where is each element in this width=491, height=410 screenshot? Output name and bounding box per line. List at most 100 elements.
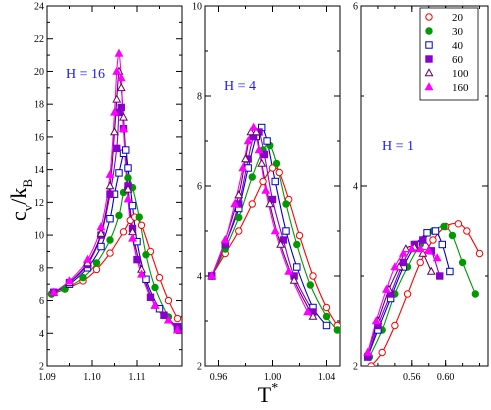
data-point-30 [322,312,331,321]
data-point-60 [133,255,141,264]
legend-item-100: 100 [424,68,469,80]
legend-item-30: 30 [425,26,464,38]
data-point-60 [160,311,168,319]
plot-frame [204,5,341,367]
data-point-20 [164,296,173,305]
x-tick-label: 1.00 [264,372,282,383]
legend-item-40: 40 [425,40,464,52]
data-point-20 [367,362,375,366]
y-tick-label: 2 [39,362,44,373]
data-point-30 [458,258,467,267]
data-point-60 [106,190,114,198]
data-point-40 [446,267,454,276]
data-point-60 [419,236,427,244]
legend: 20 30 40 60 100 160 [419,7,479,101]
data-point-40 [97,242,105,251]
y-tick-label: 24 [34,2,44,13]
data-point-160 [128,233,137,242]
data-point-20 [416,258,424,267]
data-point-160 [164,315,173,324]
data-point-60 [399,258,408,267]
x-tick-label: 1.09 [38,372,56,383]
data-point-160 [381,284,391,293]
y-tick-label: 2 [197,362,202,373]
y-tick-label: 4 [39,329,44,340]
data-point-30 [151,283,159,292]
data-point-40 [431,227,440,235]
legend-label: 160 [452,82,469,94]
data-point-100 [116,82,126,92]
data-point-160 [371,316,381,325]
data-point-20 [155,273,164,282]
legend-item-160: 160 [424,82,469,94]
data-point-100 [308,311,318,320]
y-tick-label: 20 [34,67,44,78]
data-point-100 [96,228,106,237]
data-point-160 [238,163,248,172]
data-point-20 [378,348,386,357]
data-point-160 [254,145,264,154]
legend-label: 20 [452,12,464,24]
panel-annotation: H = 1 [382,139,414,154]
y-tick-label: 8 [197,92,202,103]
data-point-30 [124,174,132,182]
data-point-20 [454,220,463,228]
data-point-60 [113,144,121,153]
y-tick-label: 6 [39,296,44,307]
data-point-160 [96,222,106,231]
legend-label: 60 [452,54,464,66]
x-tick-label: 1.04 [318,372,336,383]
data-point-100 [105,181,115,190]
data-point-40 [106,215,114,223]
data-point-30 [235,213,243,222]
data-point-100 [123,184,133,193]
data-point-160 [415,244,425,253]
data-point-160 [105,169,115,178]
data-point-30 [79,273,87,282]
panel-data [207,122,340,334]
y-tick-label: 6 [353,2,358,13]
data-point-100 [251,127,261,136]
y-tick-label: 8 [39,263,44,274]
data-point-60 [268,195,277,204]
y-tick-label: 10 [34,231,44,242]
data-point-60 [279,236,288,244]
data-point-100 [265,199,275,208]
data-point-20 [295,231,304,240]
y-tick-label: 18 [34,100,44,111]
data-point-160 [207,271,217,280]
data-point-40 [423,229,431,237]
ylabel-mid: /k [6,188,31,205]
data-point-40 [122,146,130,154]
data-point-100 [257,158,267,167]
series-line-160 [53,52,178,331]
ylabel-sub1: v [20,204,35,211]
y-tick-label: 14 [34,165,44,176]
data-point-30 [272,159,281,168]
data-point-100 [241,154,250,163]
series-line-30 [368,225,476,358]
data-point-60 [146,293,155,301]
x-tick-label: 1.11 [128,372,145,383]
data-point-40 [115,169,123,177]
data-point-160 [220,235,230,244]
data-point-20 [268,164,277,172]
x-tick-label: 0.96 [210,372,228,383]
data-point-20 [391,321,399,330]
data-point-100 [246,127,256,136]
y-tick-label: 12 [34,198,44,209]
data-point-40 [142,275,150,283]
y-axis-label: cv/kB [6,179,35,221]
data-point-60 [436,272,444,280]
data-point-40 [282,227,290,235]
data-point-20 [309,272,317,280]
data-point-30 [471,290,479,298]
data-point-160 [116,73,126,82]
y-tick-label: 4 [353,182,358,193]
data-point-60 [117,103,125,112]
data-point-100 [234,190,244,199]
legend-marker-20 [425,13,433,21]
data-point-40 [128,201,137,210]
data-point-30 [448,231,457,240]
